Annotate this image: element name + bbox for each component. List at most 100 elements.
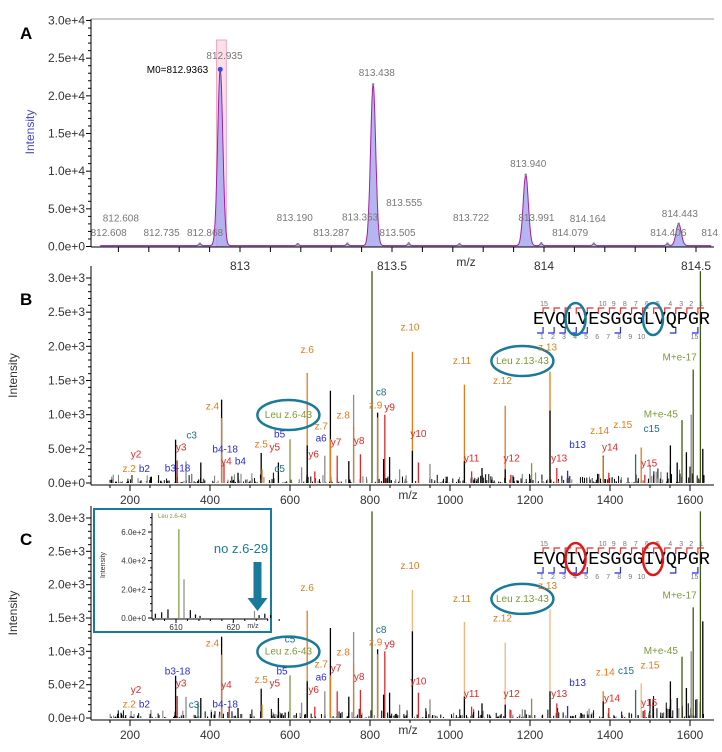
peak-label: 813.353 <box>342 213 379 224</box>
fragment-bracket-top <box>608 307 616 314</box>
peak-label: 812.935 <box>206 51 243 62</box>
fragment-label: c3 <box>186 431 197 442</box>
peak-marker <box>524 173 528 177</box>
fragment-label: b4 <box>235 457 247 468</box>
peak-marker <box>677 222 680 226</box>
fragment-label: z.13 <box>538 343 557 354</box>
sequence-number-bottom: 5 <box>584 574 588 581</box>
fragment-label: y7 <box>331 438 342 449</box>
inset-annotation: no z.6-29 <box>214 541 268 556</box>
fragment-bracket-top <box>619 307 627 314</box>
fragment-bracket-bottom <box>581 567 588 574</box>
y-tick-label: 3.0e+4 <box>48 14 85 28</box>
y-tick-label: 0.0e+0 <box>48 476 85 490</box>
fragment-label: y8 <box>354 436 365 447</box>
fragment-label: y5 <box>270 678 281 689</box>
sequence-text: EVQIVESGGGIVQPGR <box>533 550 710 570</box>
fragment-label: y12 <box>504 453 521 464</box>
fragment-label: z.2 <box>123 464 137 475</box>
fragment-label: c15 <box>644 424 661 435</box>
peak-label: 812.608 <box>91 228 128 239</box>
fragment-label: z.10 <box>401 561 420 572</box>
peak-marker <box>407 242 411 245</box>
x-tick-label: 600 <box>280 728 300 742</box>
x-tick-label: 1000 <box>437 493 464 507</box>
y-axis-label: Intensity <box>6 591 20 636</box>
sequence-number-top: 10 <box>599 541 607 548</box>
y-tick-label: 0.0e+0 <box>48 711 85 725</box>
peak-label: 813.287 <box>313 228 350 239</box>
inset-y-axis-label: Intensity <box>100 551 107 578</box>
sequence-number-bottom: 6 <box>595 334 599 341</box>
peak-label: 813.940 <box>510 159 547 170</box>
sequence-number-top: 3 <box>679 301 683 308</box>
peak-marker <box>346 242 349 246</box>
fragment-label: y13 <box>551 689 568 700</box>
sequence-number-top: 1 <box>699 301 703 308</box>
x-tick-label: 600 <box>280 493 300 507</box>
fragment-bracket-top <box>553 307 561 314</box>
fragment-label: y2 <box>131 449 142 460</box>
x-tick-label: 814.5 <box>681 259 711 273</box>
fragment-label: b3-18 <box>165 667 191 678</box>
fragment-label: z.8 <box>337 647 351 658</box>
fragment-label: b4-18 <box>212 699 238 710</box>
fragment-label: b13 <box>569 440 586 451</box>
y-tick-label: 2.0e+3 <box>48 578 85 592</box>
fragment-label: z.10 <box>401 322 420 333</box>
fragment-label: z.9 <box>369 637 383 648</box>
peak-label: 813.555 <box>386 198 423 209</box>
sequence-number-top: 9 <box>612 301 616 308</box>
sequence-number-bottom: 7 <box>606 574 610 581</box>
x-tick-label: 1600 <box>677 728 704 742</box>
fragment-bracket-top <box>686 307 693 314</box>
fragment-bracket-top <box>575 307 583 314</box>
x-tick-label: 400 <box>200 493 220 507</box>
inset-x-tick-label: 620 <box>227 623 241 632</box>
fragment-label: y4 <box>221 680 232 691</box>
fragment-label: z.7 <box>315 659 329 670</box>
x-tick-label: 1000 <box>437 728 464 742</box>
fragment-label: M+e-45 <box>644 409 679 420</box>
fragment-label: y14 <box>602 443 619 454</box>
inset-x-axis-label: m/z <box>247 623 259 630</box>
fragment-bracket-top <box>675 307 682 314</box>
y-tick-label: 2.0e+4 <box>48 89 85 103</box>
peak-marker <box>666 242 669 246</box>
spectrum-line <box>100 67 712 247</box>
sequence-number-top: 2 <box>689 301 693 308</box>
peak-marker <box>296 242 300 246</box>
fragment-bracket-top <box>553 547 561 554</box>
fragment-label: z.6 <box>301 583 315 594</box>
panel-b: B Leu z.6-43 Leu z.13-43 y2 z.2 b2 y3 b3-18 c3 y4… <box>6 266 714 507</box>
x-tick-label: 1400 <box>597 493 624 507</box>
fragment-label: y6 <box>308 449 319 460</box>
inset-title: Leu z.6-43 <box>158 514 187 520</box>
fragment-bracket-top <box>542 307 550 314</box>
fragment-bracket-top <box>630 307 638 314</box>
fragment-label: a6 <box>316 433 328 444</box>
peak-label: 813.190 <box>277 213 314 224</box>
fragment-label: y12 <box>504 689 521 700</box>
fragment-bracket-top <box>697 547 704 554</box>
sequence-number-bottom: 9 <box>628 334 632 341</box>
x-tick-label: 400 <box>200 728 220 742</box>
inset-x-tick-label: 610 <box>169 623 183 632</box>
y-tick-label: 1.0e+4 <box>48 164 85 178</box>
sequence-number-bottom: 2 <box>551 334 555 341</box>
sequence-number-top: 2 <box>689 541 693 548</box>
inset-frame <box>93 508 272 633</box>
fragment-bracket-top <box>608 547 616 554</box>
ellipse-label: Leu z.6-43 <box>265 647 313 658</box>
fragment-label: y3 <box>176 443 187 454</box>
sequence-number-top: 1 <box>699 541 703 548</box>
sequence-number-bottom: 15 <box>691 574 699 581</box>
fragment-bracket-top <box>630 547 638 554</box>
fragment-label: z.5 <box>255 675 269 686</box>
fragment-label: y5 <box>270 443 281 454</box>
residue-highlight-circle <box>641 541 665 577</box>
sequence-number-bottom: 15 <box>691 334 699 341</box>
fragment-label: y8 <box>354 672 365 683</box>
fragment-label: y9 <box>384 639 395 650</box>
